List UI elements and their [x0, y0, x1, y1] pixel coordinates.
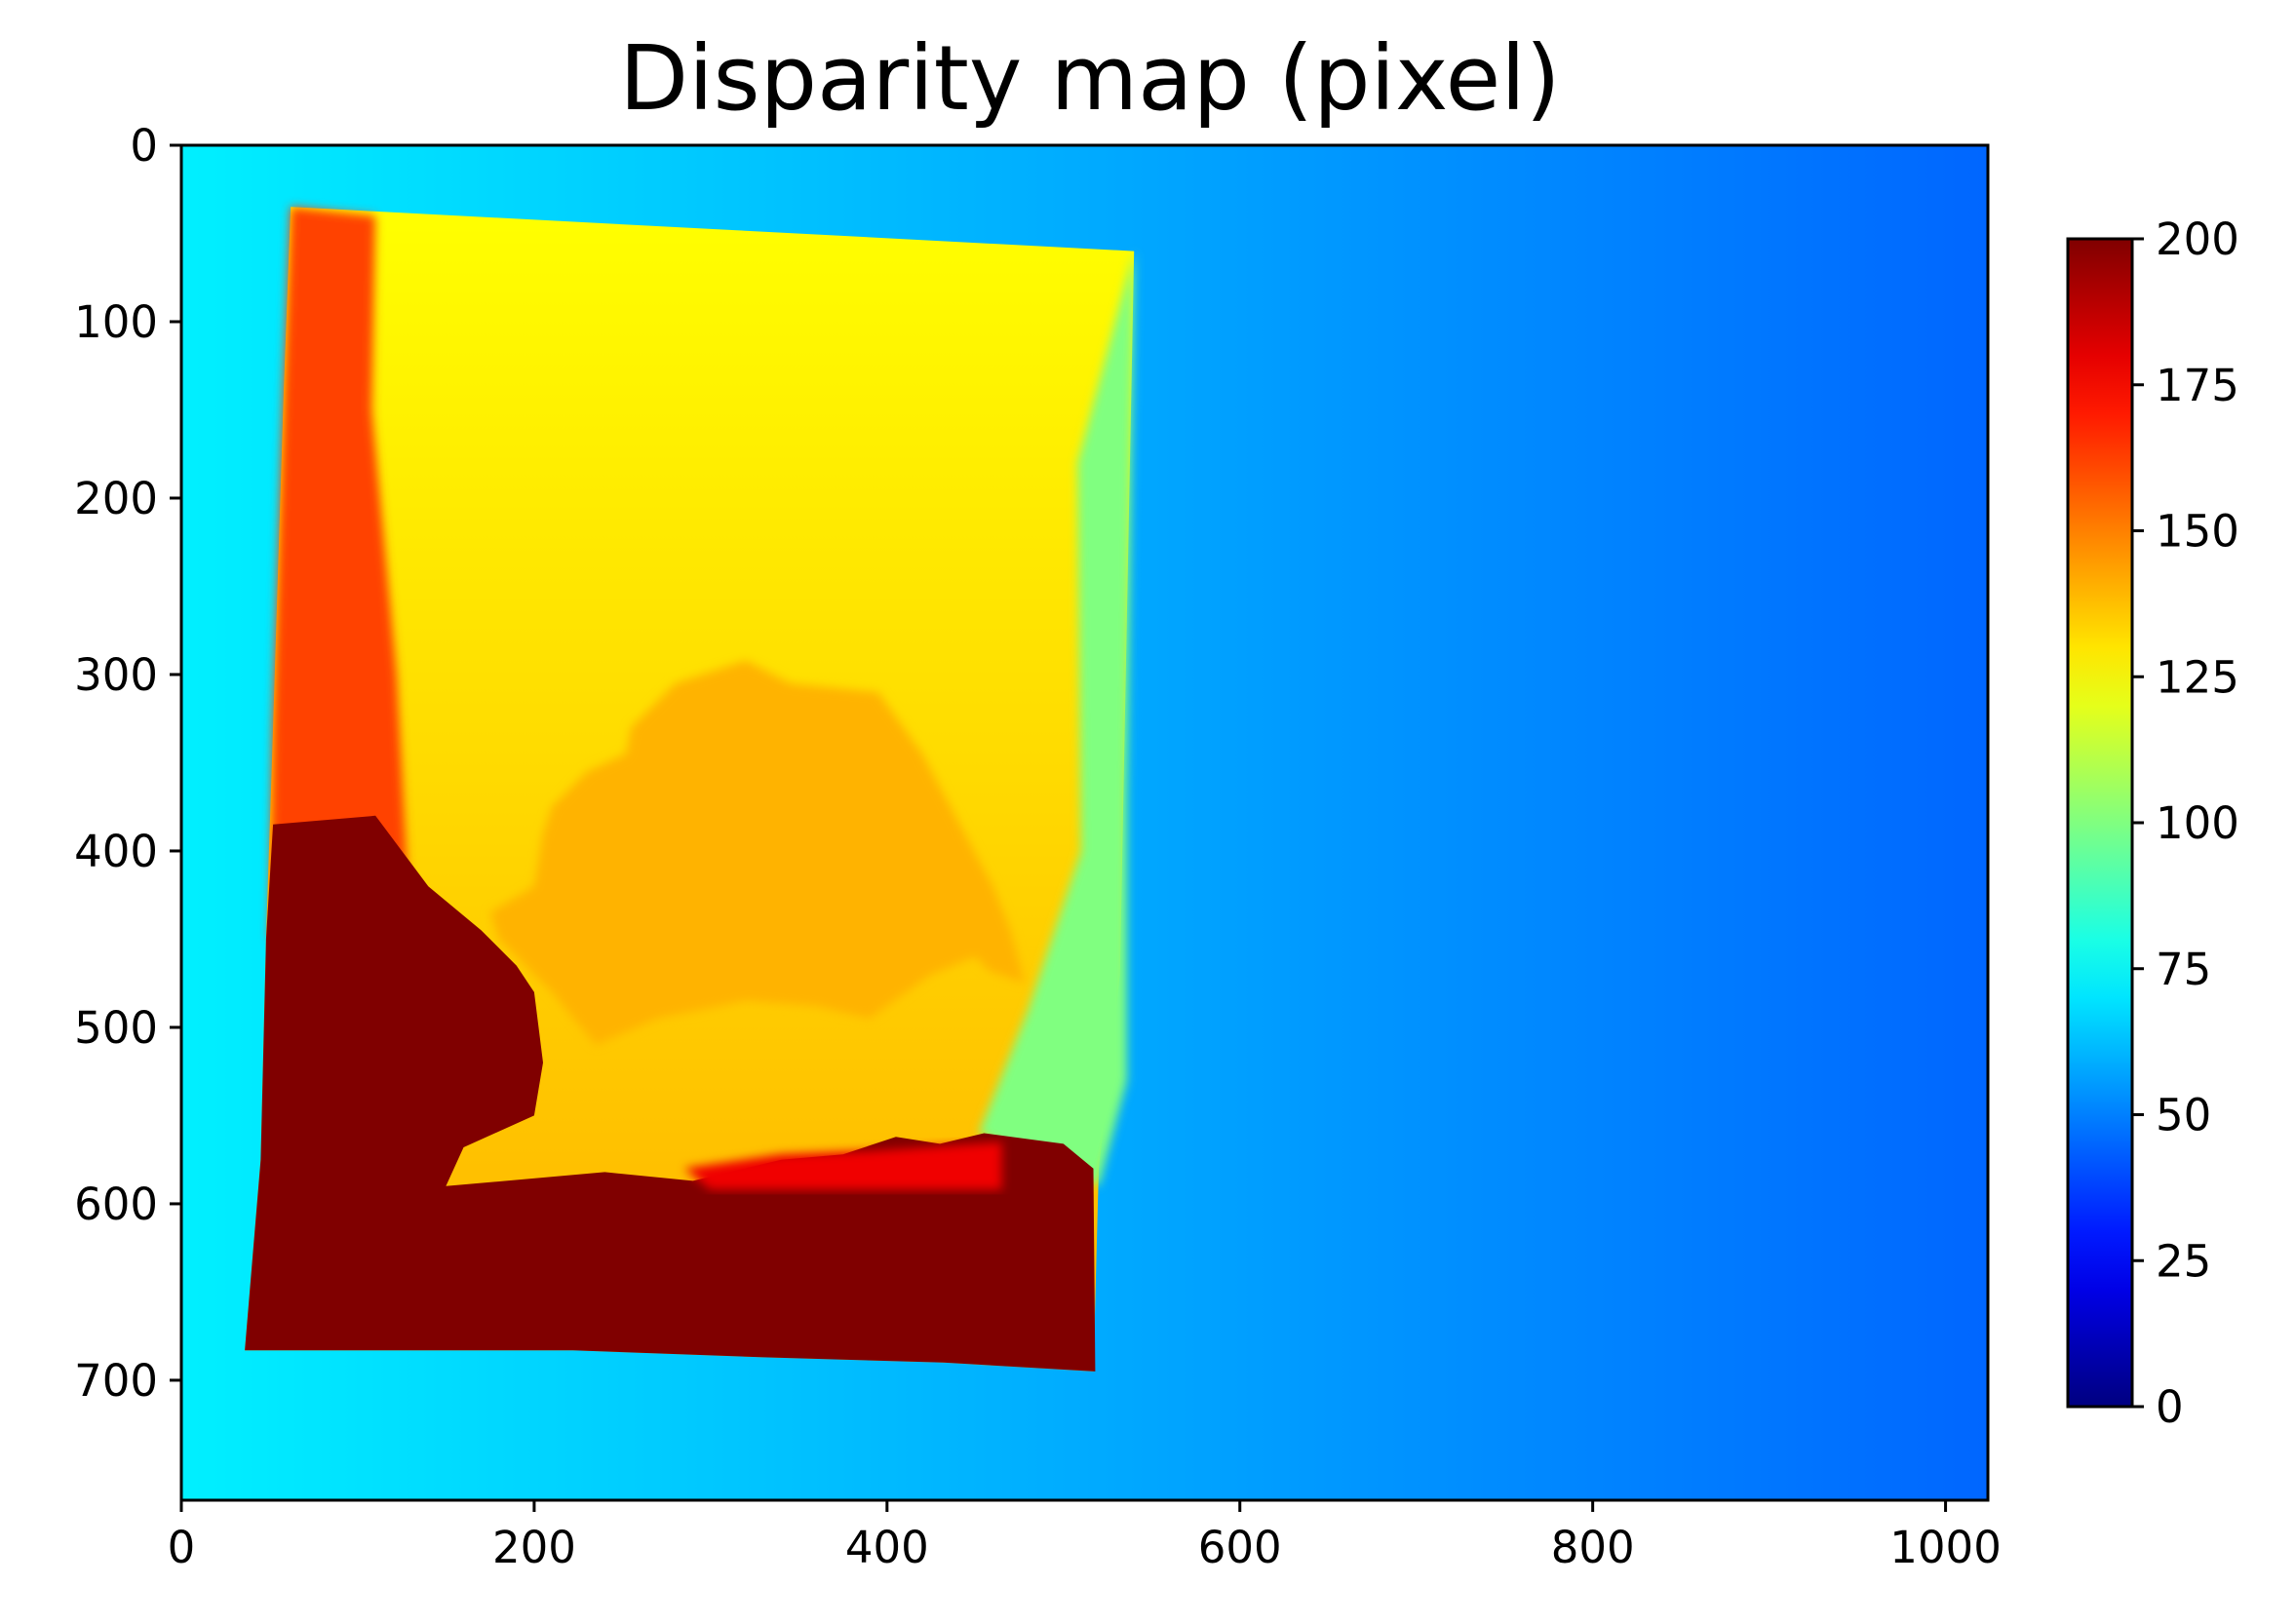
colorbar-tick-label: 200	[2156, 213, 2239, 265]
x-tick-label: 400	[845, 1522, 929, 1573]
colorbar-tick-label: 150	[2156, 506, 2239, 558]
colorbar-tick-label: 0	[2156, 1381, 2184, 1433]
x-tick-label: 0	[168, 1522, 196, 1573]
x-tick-label: 600	[1198, 1522, 1282, 1573]
region-red-lower-strip	[683, 1141, 1002, 1190]
colorbar-tick-label: 175	[2156, 360, 2239, 411]
y-tick-label: 400	[74, 826, 158, 877]
colorbar-tick-label: 100	[2156, 797, 2239, 849]
x-tick-label: 800	[1551, 1522, 1635, 1573]
colorbar-tick-label: 25	[2156, 1235, 2211, 1287]
y-axis: 0 100 200 300 400 500 600 700	[74, 120, 181, 1407]
y-tick-label: 100	[74, 296, 158, 348]
colorbar-tick-label: 125	[2156, 651, 2239, 703]
x-axis: 0 200 400 600 800 1000	[168, 1500, 2002, 1573]
y-tick-label: 700	[74, 1355, 158, 1407]
chart-title: Disparity map (pixel)	[619, 26, 1560, 131]
x-tick-label: 200	[492, 1522, 576, 1573]
y-tick-label: 0	[130, 120, 158, 172]
y-tick-label: 600	[74, 1179, 158, 1230]
region-board-right-edge	[978, 251, 1135, 1186]
colorbar-tick-label: 50	[2156, 1090, 2211, 1141]
region-foreground-dark	[245, 815, 1096, 1372]
colorbar-gradient	[2068, 239, 2132, 1407]
axes-frame	[179, 143, 1990, 1502]
colorbar-tick-label: 75	[2156, 944, 2211, 995]
disparity-heatmap	[181, 145, 1988, 1500]
y-tick-label: 300	[74, 649, 158, 701]
y-tick-label: 500	[74, 1002, 158, 1054]
y-tick-label: 200	[74, 473, 158, 524]
x-tick-label: 1000	[1889, 1522, 2002, 1573]
region-teddy-bear	[489, 660, 1025, 1045]
colorbar: 0 25 50 75 100 125 150 175 200	[2066, 213, 2239, 1433]
region-board-left-strip	[269, 207, 411, 940]
